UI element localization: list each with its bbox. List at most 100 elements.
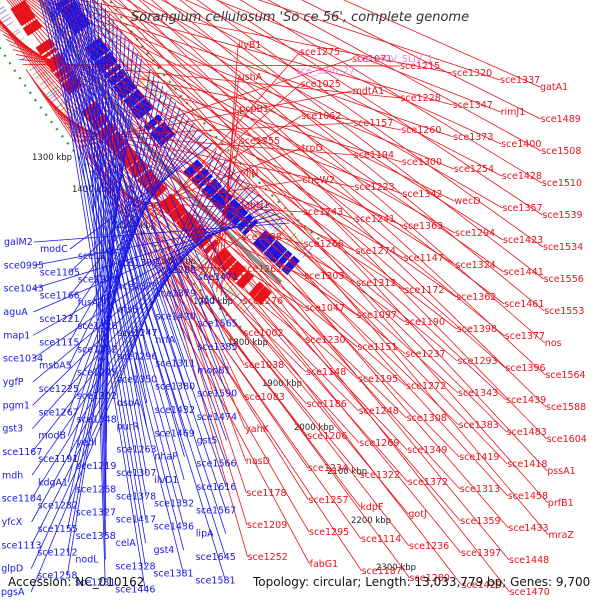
gene-label: sce_HCV_SLIV_1 bbox=[356, 54, 433, 65]
gene-label-leader bbox=[43, 0, 455, 202]
gene-label-leader bbox=[33, 222, 290, 243]
gene-block bbox=[263, 239, 288, 264]
gene-label: sce1418 bbox=[507, 459, 547, 470]
gene-label: gst3 bbox=[2, 424, 23, 435]
feature-stripe bbox=[239, 188, 251, 199]
gene-block bbox=[196, 173, 214, 190]
gene-label-leader bbox=[179, 0, 544, 280]
gene-label: sce1206 bbox=[307, 431, 347, 442]
gene-label: sce1257 bbox=[308, 495, 348, 506]
feature-stripe bbox=[205, 153, 217, 164]
gene-label: sce1439 bbox=[506, 395, 546, 406]
right-gene-labels: ilvB1ushApcpB1sce1255vljNfabH1sce1238sce… bbox=[0, 0, 587, 598]
gene-label-leader bbox=[39, 0, 184, 574]
gene-label: sce1147 bbox=[404, 253, 444, 264]
gene-block bbox=[130, 97, 154, 120]
gene-label: sce1237 bbox=[405, 349, 445, 360]
gene-label: yedI bbox=[76, 438, 96, 449]
feature-stripe bbox=[161, 102, 173, 113]
gene-label: sce1209 bbox=[247, 520, 287, 531]
gene-label: sce1267 bbox=[39, 407, 79, 418]
gene-label: gcd bbox=[198, 295, 215, 306]
kbp-label: 1800 kbp bbox=[228, 338, 268, 348]
gene-label: sce1359 bbox=[460, 516, 500, 527]
tick-ring-inner bbox=[108, 0, 320, 241]
gene-label: sce1236 bbox=[409, 541, 449, 552]
gene-label: nodL bbox=[75, 554, 99, 565]
gene-label-leader bbox=[50, 0, 509, 529]
gene-label: sce1429 bbox=[462, 580, 502, 591]
gene-label-leader bbox=[141, 0, 503, 209]
gene-label: sce1458 bbox=[508, 491, 548, 502]
feature-stripe bbox=[51, 93, 64, 103]
gene-label-leader bbox=[93, 0, 549, 536]
gene-label-leader bbox=[90, 155, 310, 533]
gene-label: gatA1 bbox=[540, 82, 568, 93]
gene-label: gst4 bbox=[154, 545, 175, 556]
gene-label: sce1190 bbox=[405, 317, 445, 328]
gene-label-leader bbox=[57, 0, 186, 411]
kbp-label: 1300 kbp bbox=[32, 153, 72, 163]
gene-label: sce1191 bbox=[38, 454, 78, 465]
gene-label-leader bbox=[56, 0, 509, 497]
gene-label-leader bbox=[106, 13, 110, 443]
gene-label: sce1234 bbox=[308, 463, 348, 474]
gene-label: sce1363 bbox=[403, 221, 443, 232]
gene-label: mdtA1 bbox=[353, 86, 385, 97]
feature-stripe bbox=[0, 13, 10, 21]
gene-label-leader bbox=[33, 217, 285, 266]
gene-label: sce1474 bbox=[197, 412, 237, 423]
gene-label-leader bbox=[66, 0, 186, 341]
gene-label-leader bbox=[60, 0, 186, 387]
gene-label: pgsA bbox=[1, 587, 25, 598]
gene-label-leader bbox=[63, 0, 227, 441]
gene-label: sce1166 bbox=[40, 291, 80, 302]
gene-label: sce1047 bbox=[305, 303, 345, 314]
gene-label: sce1510 bbox=[542, 178, 582, 189]
gene-block bbox=[248, 281, 265, 299]
kbp-label: 2300 kbp bbox=[376, 563, 416, 573]
gene-label: sce1221 bbox=[39, 314, 79, 325]
gene-label: nos bbox=[545, 338, 562, 349]
gene-label: sce1362 bbox=[456, 292, 496, 303]
gene-label: sce1186 bbox=[307, 399, 347, 410]
gene-label: sce1645 bbox=[196, 552, 236, 563]
feature-stripe bbox=[192, 255, 204, 267]
gene-label: sce1043 bbox=[4, 284, 44, 295]
gene-label: sce1433 bbox=[508, 523, 548, 534]
gene-label-leader bbox=[39, 0, 456, 234]
gene-label-leader bbox=[50, 0, 227, 534]
gene-block bbox=[253, 285, 273, 306]
gene-label-leader bbox=[239, 0, 543, 184]
gene-label: sce1219 bbox=[76, 461, 116, 472]
gene-label-leader bbox=[8, 0, 462, 554]
gene-label: mopB1 bbox=[197, 365, 231, 376]
gene-label-leader bbox=[90, 0, 106, 560]
gene-label: sce1274 bbox=[356, 246, 396, 257]
gene-label: purR bbox=[117, 421, 140, 432]
gene-label-leader bbox=[62, 0, 147, 474]
kbp-label: 2100 kbp bbox=[327, 467, 367, 477]
map-title: Sorangium cellulosum 'So ce 56', complet… bbox=[130, 10, 470, 25]
gene-label-leader bbox=[91, 0, 506, 337]
gene-block bbox=[281, 255, 300, 276]
gene-label: gotJ bbox=[408, 509, 426, 520]
feature-stripe bbox=[230, 179, 242, 190]
gene-label: sce1489 bbox=[541, 114, 581, 125]
gene-label: sce1373 bbox=[453, 132, 493, 143]
gene-label: sce1157 bbox=[353, 118, 393, 129]
gene-label: sce1302 bbox=[77, 391, 117, 402]
gene-label-leader bbox=[48, 0, 454, 170]
gene-label-leader bbox=[70, 0, 148, 404]
gene-label: nhaP bbox=[154, 452, 178, 463]
gene-label: sce1245 bbox=[77, 368, 117, 379]
gene-label: sce1347 bbox=[453, 100, 493, 111]
gene-label-leader bbox=[32, 198, 265, 359]
feature-stripe bbox=[148, 87, 161, 97]
gene-label: sce1275 bbox=[300, 47, 340, 58]
gene-label: sce1105 bbox=[40, 267, 80, 278]
gene-label: sce0995 bbox=[4, 260, 44, 271]
gene-label: sce1230 bbox=[305, 335, 345, 346]
gene-label-leader bbox=[160, 0, 502, 177]
